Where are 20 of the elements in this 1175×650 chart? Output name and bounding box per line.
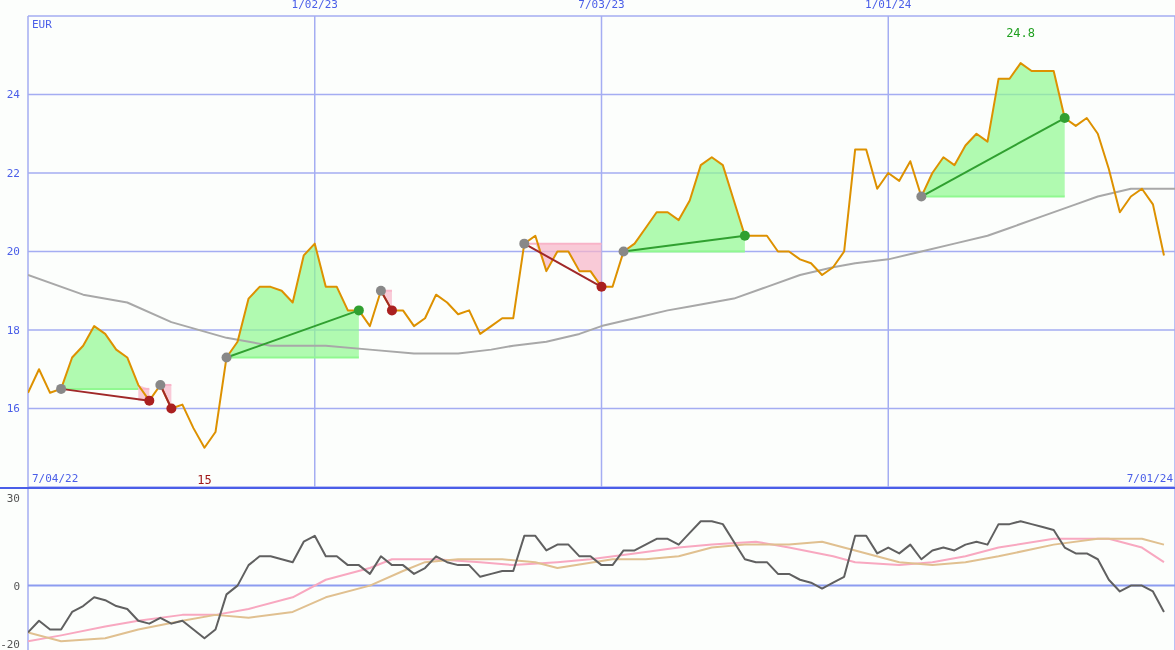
- y-tick-label: 24: [6, 88, 21, 102]
- y-tick-label: -20: [0, 638, 20, 650]
- y-tick-label: 0: [13, 579, 20, 593]
- annotation: 15: [197, 472, 212, 487]
- annotation: 24.8: [1006, 26, 1036, 41]
- x-tick-label: 7/03/23: [578, 0, 625, 11]
- annotation: 7/04/22: [32, 472, 79, 485]
- y-tick-label: 18: [6, 323, 20, 337]
- line-series: [28, 537, 1165, 643]
- line-series: [28, 62, 1165, 449]
- y-tick-label: 22: [6, 166, 20, 180]
- x-tick-label: 1/01/24: [865, 0, 912, 11]
- y-tick-label: 20: [6, 245, 20, 259]
- y-tick-label: 30: [6, 491, 20, 505]
- line-series: [28, 520, 1165, 640]
- y-axis-title: EUR: [32, 18, 52, 31]
- y-tick-label: 16: [6, 402, 20, 416]
- annotation: 7/01/24: [1126, 472, 1173, 485]
- line-series: [28, 187, 1175, 355]
- x-tick-label: 1/02/23: [291, 0, 338, 11]
